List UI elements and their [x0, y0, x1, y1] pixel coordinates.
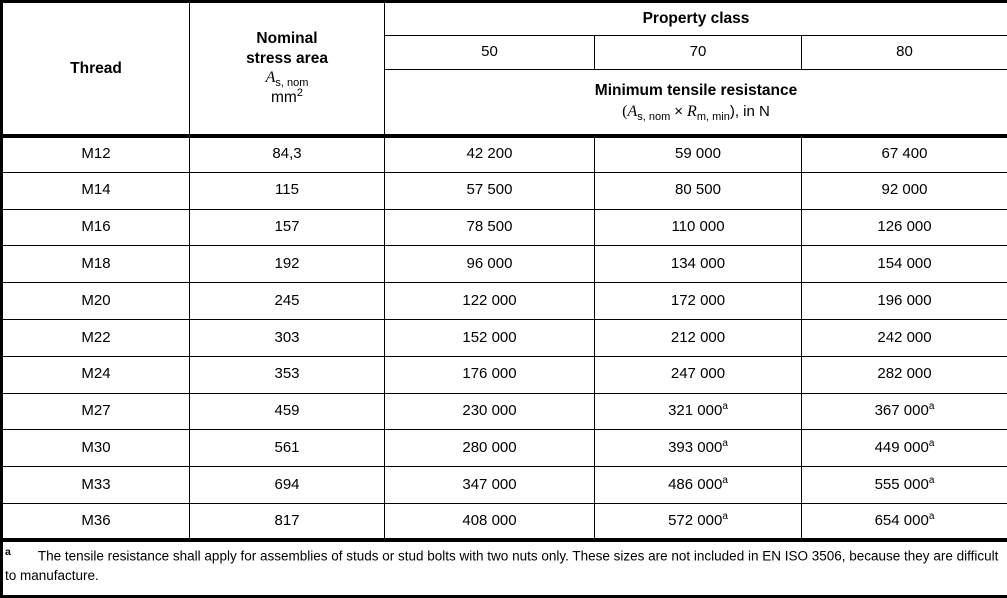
thread-cell: M24 [1, 355, 190, 394]
area-cell: 694 [189, 466, 385, 504]
area-cell: 84,3 [189, 133, 385, 173]
footnote-row: a The tensile resistance shall apply for … [1, 538, 1007, 598]
c80-cell: 242 000 [801, 318, 1007, 357]
area-cell: 245 [189, 282, 385, 320]
header-row-property-class: Thread Nominal stress area As, nom mm2 P… [1, 1, 1007, 136]
c80-cell: 92 000 [801, 171, 1007, 210]
c50-cell: 78 500 [384, 208, 595, 247]
footnote-marker: a [928, 510, 935, 522]
area-cell: 561 [189, 429, 385, 468]
thread-cell: M20 [1, 282, 190, 320]
c50-cell: 347 000 [384, 466, 595, 504]
table-row: M36 817 408 000 572 000a 654 000a [1, 502, 1007, 541]
footnote-text: The tensile resistance shall apply for a… [5, 548, 999, 584]
c50-cell: 176 000 [384, 355, 595, 394]
footnote-cell: a The tensile resistance shall apply for … [1, 538, 1007, 598]
area-cell: 353 [189, 355, 385, 394]
c70-cell: 486 000a [594, 466, 802, 504]
area-cell: 817 [189, 502, 385, 541]
thread-cell: M30 [1, 429, 190, 468]
thread-cell: M36 [1, 502, 190, 541]
class-50-header: 50 [384, 35, 595, 70]
class-80-header: 80 [801, 35, 1007, 70]
c80-cell: 154 000 [801, 245, 1007, 284]
nominal-header-line2: stress area [246, 49, 328, 67]
min-tensile-resistance-header: Minimum tensile resistance (As, nom × Rm, … [384, 69, 1007, 136]
table-row: M24 353 176 000 247 000 282 000 [1, 355, 1007, 394]
thread-column-header: Thread [1, 1, 190, 136]
c70-cell: 572 000a [594, 502, 802, 541]
thread-cell: M12 [1, 133, 190, 173]
c70-cell: 110 000 [594, 208, 802, 247]
nominal-stress-area-column-header: Nominal stress area As, nom mm2 [189, 1, 385, 136]
area-cell: 303 [189, 318, 385, 357]
area-cell: 115 [189, 171, 385, 210]
c50-cell: 152 000 [384, 318, 595, 357]
area-cell: 157 [189, 208, 385, 247]
thread-cell: M22 [1, 318, 190, 357]
table-row: M22 303 152 000 212 000 242 000 [1, 318, 1007, 357]
table-footer: a The tensile resistance shall apply for … [1, 538, 1007, 598]
c70-cell: 59 000 [594, 133, 802, 173]
c70-cell: 134 000 [594, 245, 802, 284]
c50-cell: 280 000 [384, 429, 595, 468]
property-class-label: Property class [642, 10, 750, 28]
min-tensile-title: Minimum tensile resistance [594, 82, 798, 100]
class-70-header: 70 [594, 35, 802, 70]
c50-cell: 408 000 [384, 502, 595, 541]
c80-cell: 196 000 [801, 282, 1007, 320]
c70-cell: 80 500 [594, 171, 802, 210]
table-header: Thread Nominal stress area As, nom mm2 P… [1, 1, 1007, 136]
nominal-unit: mm2 [271, 86, 303, 106]
table-row: M33 694 347 000 486 000a 555 000a [1, 466, 1007, 504]
thread-header-label: Thread [70, 59, 122, 77]
nominal-symbol: As, nom [265, 68, 309, 90]
nominal-header-line1: Nominal [256, 30, 318, 48]
footnote-marker: a [928, 474, 935, 486]
c70-cell: 212 000 [594, 318, 802, 357]
c80-cell: 126 000 [801, 208, 1007, 247]
table-row: M14 115 57 500 80 500 92 000 [1, 171, 1007, 210]
table-row: M20 245 122 000 172 000 196 000 [1, 282, 1007, 320]
c50-cell: 57 500 [384, 171, 595, 210]
table-body: M12 84,3 42 200 59 000 67 400 M14 115 57… [1, 133, 1007, 541]
table-row: M30 561 280 000 393 000a 449 000a [1, 429, 1007, 468]
c70-cell: 247 000 [594, 355, 802, 394]
c70-cell: 172 000 [594, 282, 802, 320]
c80-cell: 654 000a [801, 502, 1007, 541]
area-cell: 459 [189, 392, 385, 431]
thread-cell: M18 [1, 245, 190, 284]
header-row-min-tensile: Minimum tensile resistance (As, nom × Rm, … [2, 69, 1007, 136]
footnote-marker: a [722, 474, 728, 486]
footnote-marker: a [722, 510, 728, 522]
c70-cell: 393 000a [594, 429, 802, 468]
c80-cell: 555 000a [801, 466, 1007, 504]
table-row: M18 192 96 000 134 000 154 000 [1, 245, 1007, 284]
min-tensile-formula: (As, nom × Rm, min), in N [622, 103, 770, 124]
table-row: M12 84,3 42 200 59 000 67 400 [1, 133, 1007, 173]
footnote-marker: a [928, 401, 935, 413]
c70-cell: 321 000a [594, 392, 802, 431]
c50-cell: 230 000 [384, 392, 595, 431]
c50-cell: 96 000 [384, 245, 595, 284]
table-row: M16 157 78 500 110 000 126 000 [1, 208, 1007, 247]
footnote-marker: a [722, 401, 728, 413]
footnote-marker: a [928, 437, 935, 449]
area-cell: 192 [189, 245, 385, 284]
c80-cell: 282 000 [801, 355, 1007, 394]
c80-cell: 67 400 [801, 133, 1007, 173]
c50-cell: 122 000 [384, 282, 595, 320]
property-class-header: Property class [384, 1, 1007, 36]
c80-cell: 367 000a [801, 392, 1007, 431]
thread-cell: M33 [1, 466, 190, 504]
footnote-a-marker: a [5, 546, 11, 559]
thread-cell: M16 [1, 208, 190, 247]
thread-cell: M14 [1, 171, 190, 210]
c50-cell: 42 200 [384, 133, 595, 173]
table-row: M27 459 230 000 321 000a 367 000a [1, 392, 1007, 431]
thread-cell: M27 [1, 392, 190, 431]
footnote-marker: a [722, 437, 728, 449]
c80-cell: 449 000a [801, 429, 1007, 468]
